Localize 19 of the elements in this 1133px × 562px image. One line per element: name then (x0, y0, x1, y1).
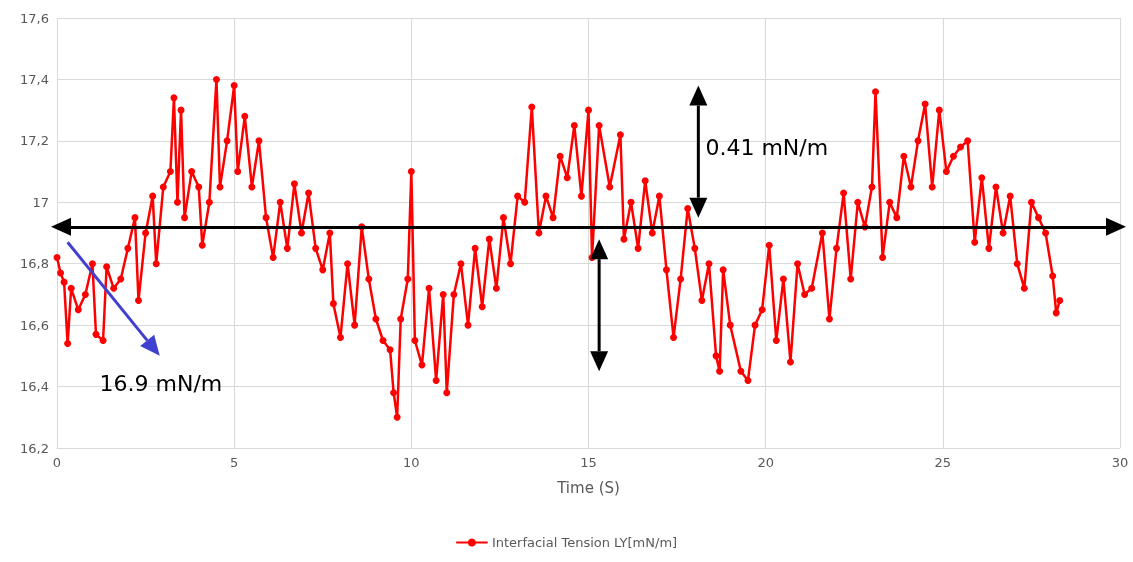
y-tick-label: 17,4 (20, 71, 49, 87)
annotation: 0.41 mN/m (705, 134, 829, 160)
x-tick-label: 30 (1111, 455, 1129, 470)
y-tick-label: 17 (32, 194, 49, 210)
x-tick-label: 10 (403, 455, 420, 470)
y-tick-label: 17,6 (20, 10, 49, 26)
y-tick-label: 16,4 (20, 379, 49, 395)
y-tick-label: 16,8 (20, 256, 49, 272)
x-axis-title: Time (S) (556, 478, 620, 497)
x-tick-label: 25 (934, 455, 952, 470)
x-tick-label: 5 (230, 455, 239, 470)
annotation: 16.9 mN/m (99, 371, 223, 397)
y-tick-label: 17,2 (20, 133, 49, 149)
x-tick-label: 0 (52, 455, 62, 470)
legend-label: Interfacial Tension LY[mN/m] (491, 535, 678, 550)
x-tick-label: 20 (757, 455, 774, 470)
y-tick-label: 16,6 (20, 317, 49, 333)
y-tick-label: 16,2 (20, 440, 49, 456)
x-tick-label: 15 (580, 455, 597, 470)
